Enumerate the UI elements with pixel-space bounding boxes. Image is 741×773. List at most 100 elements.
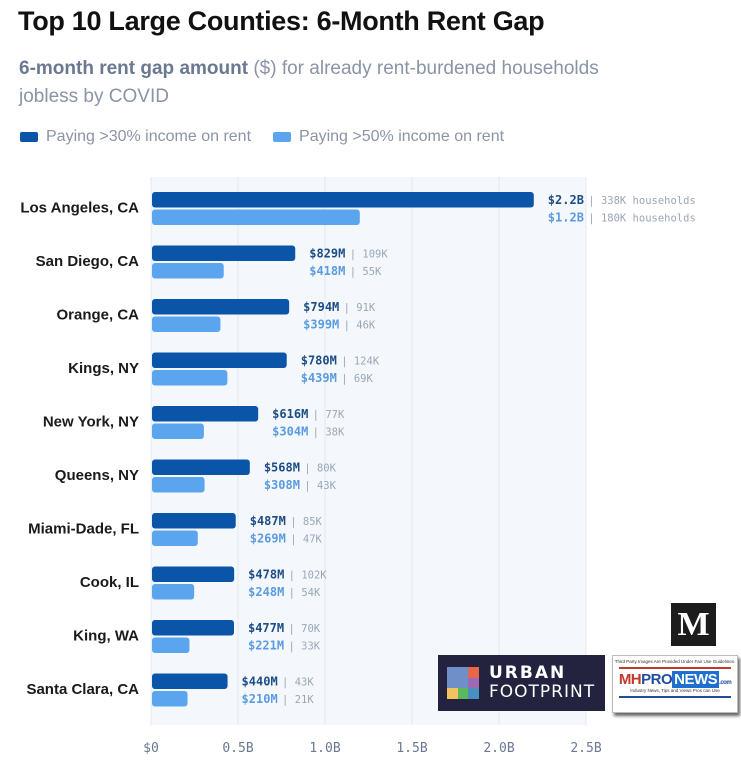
urban-footprint-line1: URBAN (489, 663, 567, 683)
mhpronews-rule-bottom (619, 696, 731, 698)
legend-swatch-50 (273, 132, 292, 142)
legend-item-30: Paying >30% income on rent (20, 128, 251, 146)
bar-50 (152, 263, 224, 279)
x-tick-label: $0 (143, 741, 159, 756)
urban-footprint-icon (447, 667, 479, 699)
households-label-50: | 46K (344, 320, 376, 332)
chart-title: Top 10 Large Counties: 6-Month Rent Gap (18, 6, 545, 36)
subtitle-bold: 6-month rent gap amount (19, 58, 249, 79)
mhpronews-pro: PRO (641, 671, 673, 688)
category-label: Queens, NY (55, 467, 139, 484)
mhpronews-com: .com (719, 680, 732, 686)
bar-50 (152, 423, 204, 439)
legend-label-50: Paying >50% income on rent (299, 128, 505, 145)
bar-30 (152, 513, 236, 529)
category-label: King, WA (73, 628, 139, 645)
bar-30 (152, 192, 534, 208)
value-label-50: $269M (250, 532, 286, 546)
legend-label-30: Paying >30% income on rent (46, 128, 252, 145)
households-label-30: | 70K (288, 623, 320, 635)
households-label-30: | 102K (289, 570, 328, 582)
households-label-50: | 54K (289, 587, 321, 599)
value-label-50: $1.2B (548, 211, 584, 225)
x-tick-label: 2.0B (483, 741, 514, 756)
category-label: San Diego, CA (36, 253, 140, 270)
legend-item-50: Paying >50% income on rent (273, 128, 504, 146)
m-logo: M (671, 603, 716, 646)
mhpronews-logo: Third Party Images Are Provided Under Fa… (612, 655, 738, 713)
value-label-30: $829M (309, 247, 345, 261)
category-label: Cook, IL (80, 574, 139, 591)
households-label-50: | 55K (350, 266, 382, 278)
bar-30 (152, 245, 296, 261)
households-label-30: | 80K (304, 463, 336, 475)
value-label-30: $477M (248, 621, 284, 635)
legend: Paying >30% income on rent Paying >50% i… (20, 128, 504, 146)
households-label-50: | 33K (288, 641, 320, 653)
category-label: Miami-Dade, FL (28, 521, 139, 538)
households-label-50: | 21K (282, 694, 314, 706)
bar-50 (152, 584, 195, 600)
bar-50 (152, 637, 190, 653)
households-label-30: | 338K households (588, 195, 695, 207)
value-label-50: $248M (248, 585, 284, 599)
value-label-30: $780M (301, 354, 337, 368)
urban-footprint-logo: URBAN FOOTPRINT (438, 655, 605, 711)
mhpronews-disclaimer: Third Party Images Are Provided Under Fa… (614, 659, 736, 664)
bar-50 (152, 370, 228, 386)
bar-30 (152, 566, 235, 582)
x-tick-label: 1.5B (396, 741, 427, 756)
value-label-30: $568M (264, 461, 300, 475)
bar-30 (152, 299, 290, 315)
chart-subtitle: 6-month rent gap amount ($) for already … (19, 55, 619, 111)
x-tick-label: 0.5B (222, 741, 253, 756)
bar-30 (152, 620, 234, 636)
households-label-50: | 38K (313, 427, 345, 439)
urban-footprint-line2: FOOTPRINT (489, 682, 596, 702)
category-label: Los Angeles, CA (20, 200, 139, 217)
value-label-30: $794M (303, 300, 339, 314)
households-label-30: | 91K (344, 302, 376, 314)
mhpronews-news: NEWS (672, 671, 720, 688)
value-label-50: $418M (309, 264, 345, 278)
bar-50 (152, 691, 188, 707)
bar-30 (152, 459, 250, 475)
value-label-50: $210M (242, 692, 278, 706)
category-label: Kings, NY (68, 360, 139, 377)
value-label-50: $439M (301, 371, 337, 385)
x-tick-label: 1.0B (309, 741, 340, 756)
households-label-30: | 43K (282, 677, 314, 689)
value-label-50: $308M (264, 478, 300, 492)
bar-50 (152, 316, 221, 332)
households-label-30: | 85K (290, 516, 322, 528)
value-label-30: $616M (272, 407, 308, 421)
households-label-50: | 69K (341, 373, 373, 385)
value-label-50: $221M (248, 639, 284, 653)
households-label-50: | 47K (290, 534, 322, 546)
value-label-50: $399M (303, 318, 339, 332)
bar-50 (152, 477, 205, 493)
mhpronews-mh: MH (618, 671, 642, 688)
legend-swatch-30 (20, 132, 38, 142)
households-label-30: | 124K (341, 356, 380, 368)
bar-50 (152, 209, 360, 225)
category-label: Santa Clara, CA (26, 681, 139, 698)
value-label-30: $487M (250, 514, 286, 528)
value-label-50: $304M (272, 425, 308, 439)
value-label-30: $440M (242, 675, 278, 689)
value-label-30: $2.2B (548, 193, 584, 207)
mhpronews-rule (619, 667, 731, 669)
x-tick-label: 2.5B (570, 741, 601, 756)
bar-30 (152, 352, 287, 368)
bar-30 (152, 406, 259, 422)
households-label-50: | 180K households (588, 213, 695, 225)
mhpronews-tagline: Industry News, Tips and Views Pros can U… (630, 688, 720, 693)
category-label: New York, NY (43, 414, 139, 431)
households-label-30: | 109K (350, 249, 389, 261)
value-label-30: $478M (248, 568, 284, 582)
bar-30 (152, 673, 228, 689)
bar-50 (152, 530, 198, 546)
category-label: Orange, CA (56, 307, 139, 324)
households-label-30: | 77K (313, 409, 345, 421)
